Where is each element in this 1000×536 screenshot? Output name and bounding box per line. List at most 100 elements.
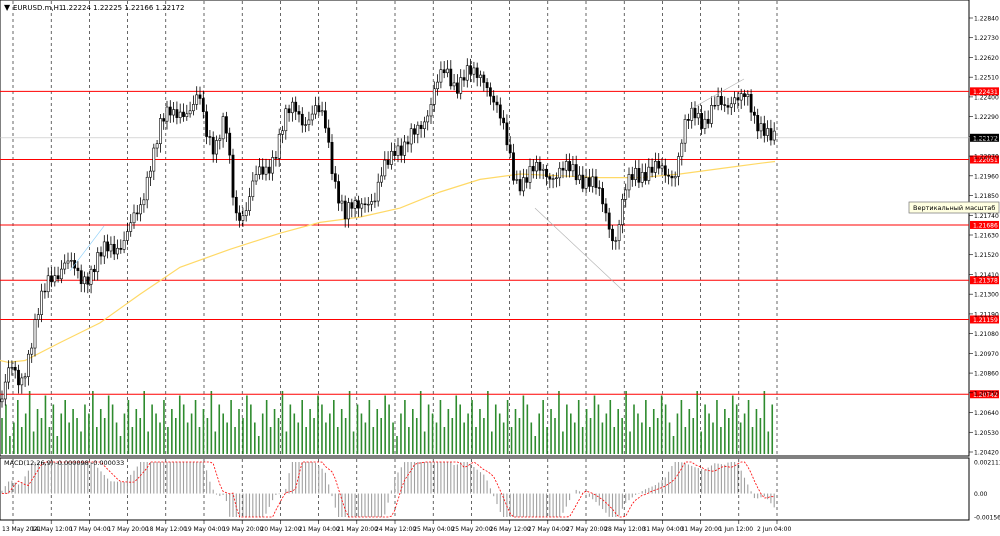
x-tick-label: 17 May 20:00 <box>108 526 149 533</box>
candle-body <box>132 212 136 224</box>
candle-body <box>89 268 93 285</box>
candle-body <box>320 110 324 113</box>
candle-body <box>498 104 502 119</box>
grid <box>12 1 778 519</box>
trend-line <box>534 207 624 291</box>
candle-body <box>63 262 67 270</box>
candle-body <box>713 105 717 107</box>
macd-tick-label: -0.001569 <box>974 515 1000 522</box>
candle-body <box>462 77 466 81</box>
candle-body <box>350 202 354 209</box>
candle-body <box>752 111 756 116</box>
candle-body <box>182 111 185 117</box>
y-tick-label: 1.22730 <box>974 35 999 42</box>
candle-body <box>393 150 397 156</box>
x-tick-label: 21 May 20:00 <box>337 526 378 533</box>
candle-body <box>201 98 205 112</box>
chart-header-ohlc: 1.22224 1.22225 1.22166 1.22172 <box>62 4 184 12</box>
candle-body <box>300 113 304 126</box>
candle-body <box>139 204 143 215</box>
candle-body <box>152 147 156 172</box>
candle-body <box>535 161 539 172</box>
y-tick-label: 1.22180 <box>974 134 999 141</box>
candle-body <box>294 101 298 112</box>
candle-body <box>624 189 628 200</box>
candle-body <box>195 94 199 105</box>
x-tick-label: 17 May 04:00 <box>69 526 110 533</box>
candle-body <box>482 74 486 83</box>
y-tick-label: 1.22840 <box>974 16 999 23</box>
y-tick-label: 1.20530 <box>974 430 999 437</box>
candle-body <box>762 123 766 136</box>
y-tick-label: 1.20970 <box>974 351 999 358</box>
candle-body <box>700 113 704 129</box>
x-tick-label: 31 May 04:00 <box>642 526 683 533</box>
candle-body <box>122 240 126 250</box>
candle-body <box>225 116 228 134</box>
x-tick-label: 25 May 04:00 <box>413 526 454 533</box>
candle-body <box>465 65 469 81</box>
candle-body <box>23 376 27 379</box>
x-tick-label: 28 May 12:00 <box>604 526 645 533</box>
candle-body <box>257 166 261 175</box>
candle-body <box>637 168 641 183</box>
candle-body <box>205 111 209 137</box>
candle-body <box>733 97 737 105</box>
candle-body <box>657 160 661 169</box>
candle-body <box>413 128 416 135</box>
macd-indicator: 0.002111 0.00 -0.001569 <box>1 460 1000 522</box>
candle-body <box>416 124 420 135</box>
candle-body <box>297 111 301 115</box>
candle-body <box>667 174 671 177</box>
y-tick-label: 1.21410 <box>974 272 999 279</box>
candle-body <box>769 128 773 141</box>
trend-line <box>689 78 745 110</box>
candle-body <box>554 177 558 179</box>
candle-body <box>403 141 407 156</box>
candle-body <box>13 366 17 371</box>
candle-body <box>515 179 519 181</box>
y-tick-label: 1.21300 <box>974 292 999 299</box>
candle-body <box>314 105 317 115</box>
candle-body <box>155 143 159 149</box>
chart-symbol-icon[interactable]: ▼ <box>4 3 11 12</box>
candle-body <box>327 127 331 143</box>
candle-body <box>696 113 700 119</box>
candle-body <box>366 203 370 206</box>
candle-body <box>188 110 192 115</box>
macd-signal-line <box>2 461 775 518</box>
macd-tick-label: 0.002111 <box>974 460 1000 467</box>
candle-body <box>261 166 265 175</box>
candle-body <box>455 82 459 94</box>
candle-body <box>432 88 436 105</box>
candle-body <box>597 187 601 189</box>
candle-body <box>505 122 509 146</box>
current-price-box <box>970 133 999 142</box>
candle-body <box>168 106 172 116</box>
candle-body <box>129 222 133 232</box>
x-tick-label: 18 May 12:00 <box>146 526 187 533</box>
candle-body <box>287 108 291 114</box>
candle-body <box>739 93 743 101</box>
candle-body <box>337 181 341 204</box>
candle-body <box>485 82 489 89</box>
candle-body <box>36 314 40 320</box>
candle-body <box>634 168 638 180</box>
level-label-box <box>970 155 999 164</box>
candle-body <box>165 106 169 122</box>
y-tick-label: 1.20640 <box>974 410 999 417</box>
candle-body <box>241 215 245 221</box>
candle-body <box>376 181 380 202</box>
level-label-box <box>970 315 999 324</box>
candle-body <box>116 247 119 255</box>
macd-panel-frame <box>0 457 970 521</box>
level-label-box <box>970 87 999 96</box>
candle-body <box>508 144 512 154</box>
x-tick-label: 25 May 20:00 <box>451 526 492 533</box>
candle-body <box>145 176 149 201</box>
candle-body <box>686 119 690 121</box>
candle-body <box>172 109 176 116</box>
